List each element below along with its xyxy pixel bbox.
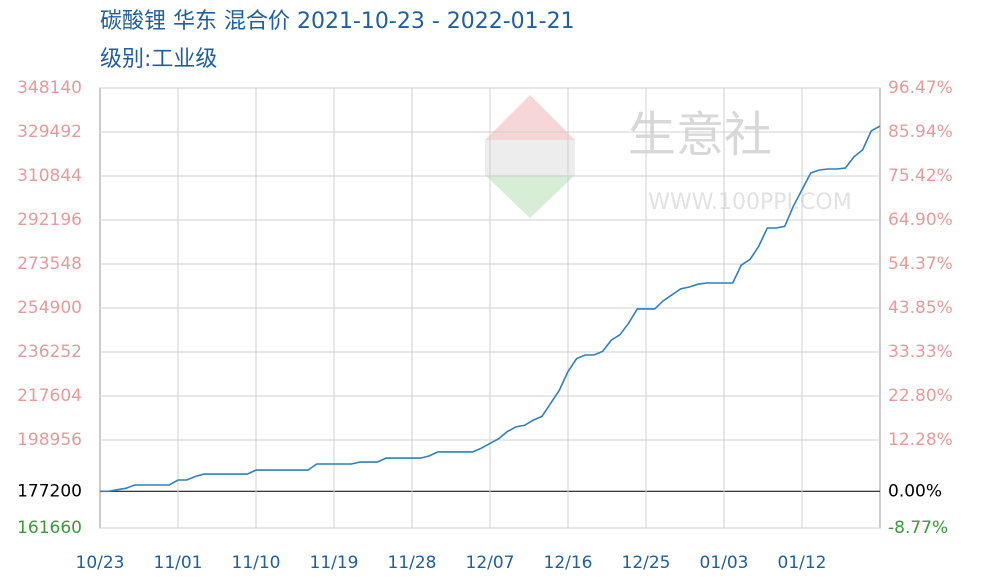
y2-tick-label: 22.80% [888, 386, 953, 406]
y-tick-label: 273548 [17, 254, 82, 274]
y2-tick-label: 96.47% [888, 78, 953, 98]
y-tick-label: 292196 [17, 210, 82, 230]
y-tick-label: 348140 [17, 78, 82, 98]
watermark: 生意社 [628, 107, 772, 163]
x-tick-label: 11/01 [154, 553, 203, 573]
data-line [100, 125, 881, 493]
watermark-url: WWW.100PPI.COM [648, 190, 851, 215]
y-tick-label: 161660 [17, 518, 82, 538]
y-tick-label: 217604 [17, 386, 82, 406]
y2-tick-label: 75.42% [888, 166, 953, 186]
x-tick-label: 12/07 [466, 553, 515, 573]
x-tick-label: 12/16 [544, 553, 593, 573]
y2-tick-label: 33.33% [888, 342, 953, 362]
x-tick-label: 11/28 [388, 553, 437, 573]
y-tick-label: 329492 [17, 122, 82, 142]
y2-tick-label: 64.90% [888, 210, 953, 230]
chart-title: 碳酸锂 华东 混合价 2021-10-23 - 2022-01-21 [100, 9, 575, 34]
y-tick-label: 236252 [17, 342, 82, 362]
x-tick-label: 12/25 [622, 553, 671, 573]
y-tick-label: 177200 [17, 481, 82, 501]
y2-tick-label: 0.00% [888, 481, 942, 501]
chart-subtitle: 级别:工业级 [100, 47, 217, 72]
y2-tick-label: 43.85% [888, 298, 953, 318]
x-tick-label: 01/03 [700, 553, 749, 573]
y2-tick-label: -8.77% [888, 518, 948, 538]
x-tick-label: 11/19 [310, 553, 359, 573]
x-tick-label: 01/12 [778, 553, 827, 573]
y2-tick-label: 54.37% [888, 254, 953, 274]
watermark-logo [485, 95, 575, 218]
y-tick-label: 310844 [17, 166, 82, 186]
x-tick-label: 11/10 [232, 553, 281, 573]
y-tick-label: 254900 [17, 298, 82, 318]
x-tick-label: 10/23 [76, 553, 125, 573]
y2-tick-label: 85.94% [888, 122, 953, 142]
y-tick-label: 198956 [17, 430, 82, 450]
y2-tick-label: 12.28% [888, 430, 953, 450]
